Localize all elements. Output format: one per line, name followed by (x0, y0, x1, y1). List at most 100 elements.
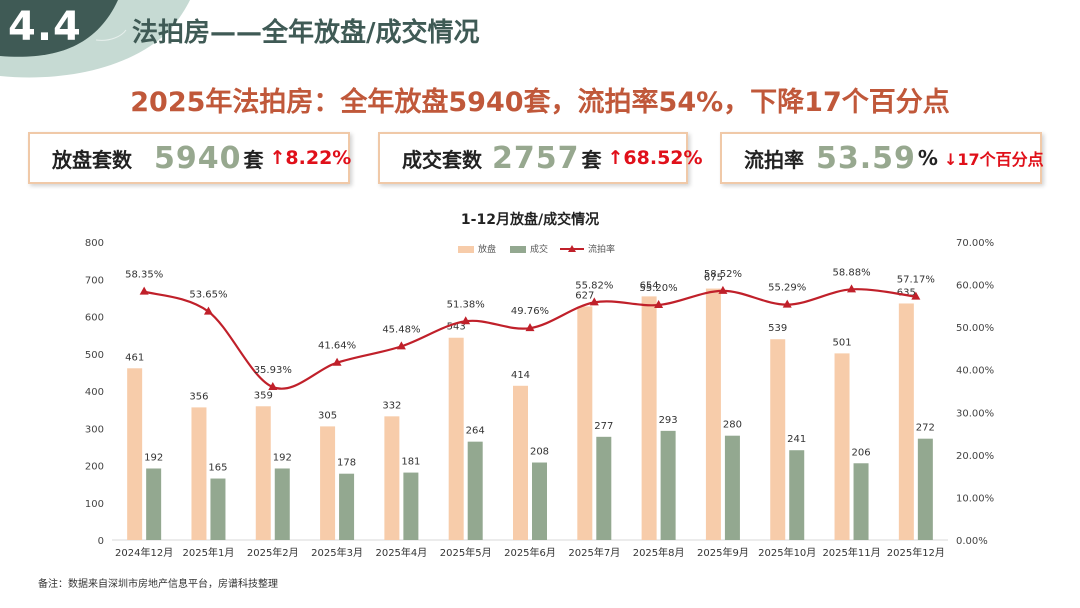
bar-listing-label: 414 (511, 370, 530, 381)
bar-deal (210, 478, 226, 540)
rate-point (847, 284, 857, 293)
rate-point (461, 316, 471, 325)
bar-listing (384, 416, 400, 540)
bar-listing-label: 675 (704, 273, 723, 284)
x-tick-label: 2025年2月 (247, 546, 299, 559)
y2-tick-label: 60.00% (956, 281, 994, 292)
y-tick-label: 400 (85, 387, 104, 398)
y2-tick-label: 10.00% (956, 493, 994, 504)
kpi-card-deals: 成交套数 2757 套 ↑68.52% (378, 132, 703, 184)
x-tick-label: 2025年10月 (758, 546, 816, 559)
bar-deal (146, 468, 162, 540)
y2-tick-label: 20.00% (956, 451, 994, 462)
x-tick-label: 2025年3月 (311, 546, 363, 559)
y-tick-label: 200 (85, 462, 104, 473)
bar-deal-label: 206 (851, 447, 870, 458)
rate-point (139, 286, 149, 295)
bar-listing-label: 359 (254, 390, 273, 401)
legend-swatch-listing (458, 246, 474, 253)
bar-deal-label: 192 (273, 452, 292, 463)
legend-label-listing: 放盘 (478, 243, 496, 255)
y-tick-label: 300 (85, 424, 104, 435)
x-tick-label: 2025年4月 (375, 546, 427, 559)
bar-deal-label: 241 (787, 434, 806, 445)
bar-listing-label: 543 (447, 322, 466, 333)
bar-listing-label: 461 (125, 352, 144, 363)
y-tick-label: 100 (85, 499, 104, 510)
rate-point (203, 306, 213, 315)
kpi-value: 53.59 (816, 140, 916, 176)
bar-listing-label: 305 (318, 410, 337, 421)
footnote: 备注：数据来自深圳市房地产信息平台，房谱科技整理 (38, 579, 278, 590)
rate-label: 55.82% (575, 280, 613, 291)
rate-label: 41.64% (318, 341, 356, 352)
bar-listing (513, 385, 528, 540)
bar-deal (532, 462, 547, 540)
rate-label: 55.29% (768, 283, 806, 294)
kpi-unit: % (917, 146, 938, 170)
section-title: 法拍房——全年放盘/成交情况 (132, 18, 480, 48)
x-tick-label: 2025年11月 (822, 546, 880, 559)
bar-deal-label: 280 (723, 420, 742, 431)
rate-label: 49.76% (511, 306, 549, 317)
bar-listing (705, 288, 721, 540)
bar-deal (596, 436, 612, 540)
rate-point (911, 291, 921, 300)
rate-point (396, 341, 406, 350)
bar-listing (255, 406, 271, 540)
x-tick-label: 2025年6月 (504, 546, 556, 559)
bar-deal (467, 441, 483, 540)
bar-deal-label: 208 (530, 447, 549, 458)
kpi-label: 流拍率 (744, 147, 804, 172)
kpi-unit: 套 (581, 147, 602, 172)
bar-deal-label: 293 (659, 415, 678, 426)
bar-listing (448, 337, 464, 540)
bar-deal-label: 277 (594, 421, 613, 432)
kpi-value: 5940 (154, 140, 242, 176)
bar-deal (403, 472, 419, 540)
rate-label: 58.35% (125, 270, 163, 281)
y2-tick-label: 0.00% (956, 536, 988, 547)
rate-label: 58.88% (832, 267, 870, 278)
rate-point (782, 299, 792, 308)
bar-listing (770, 339, 786, 540)
x-tick-label: 2025年1月 (183, 546, 235, 559)
x-tick-label: 2025年5月 (440, 546, 492, 559)
y-tick-label: 800 (85, 238, 104, 249)
y-tick-label: 700 (85, 275, 104, 286)
legend-label-rate: 流拍率 (588, 243, 615, 255)
x-tick-label: 2025年7月 (568, 546, 620, 559)
bar-listing (641, 296, 657, 540)
rate-label: 58.52% (704, 269, 742, 280)
bar-deal (339, 473, 355, 540)
y2-tick-label: 30.00% (956, 408, 994, 419)
y2-tick-label: 50.00% (956, 323, 994, 334)
bar-listing-label: 539 (768, 323, 787, 334)
rate-point (525, 323, 535, 332)
legend-swatch-deal (510, 246, 526, 253)
bar-listing-label: 654 (640, 280, 659, 291)
y-tick-label: 600 (85, 313, 104, 324)
kpi-change: ↑8.22% (269, 147, 352, 169)
bar-listing (191, 407, 207, 540)
kpi-unit: 套 (243, 147, 264, 172)
rate-point (332, 357, 342, 366)
kpi-card-listings: 放盘套数 5940 套 ↑8.22% (28, 132, 352, 184)
x-tick-label: 2024年12月 (115, 546, 173, 559)
y-tick-label: 0 (98, 536, 104, 547)
rate-label: 55.20% (640, 283, 678, 294)
bar-deal (853, 463, 869, 540)
chart-title: 1-12月放盘/成交情况 (461, 211, 599, 228)
bar-listing (127, 368, 143, 540)
bar-listing (898, 303, 914, 540)
bar-deal (724, 435, 740, 540)
kpi-label: 放盘套数 (52, 147, 132, 172)
bar-deal (660, 430, 676, 540)
bar-deal-label: 192 (144, 452, 163, 463)
bar-listing-label: 332 (382, 400, 401, 411)
rate-point (589, 297, 599, 306)
bar-deal-label: 272 (916, 423, 935, 434)
kpi-value: 2757 (492, 140, 580, 176)
bar-deal (917, 438, 933, 540)
rate-point (654, 300, 664, 309)
